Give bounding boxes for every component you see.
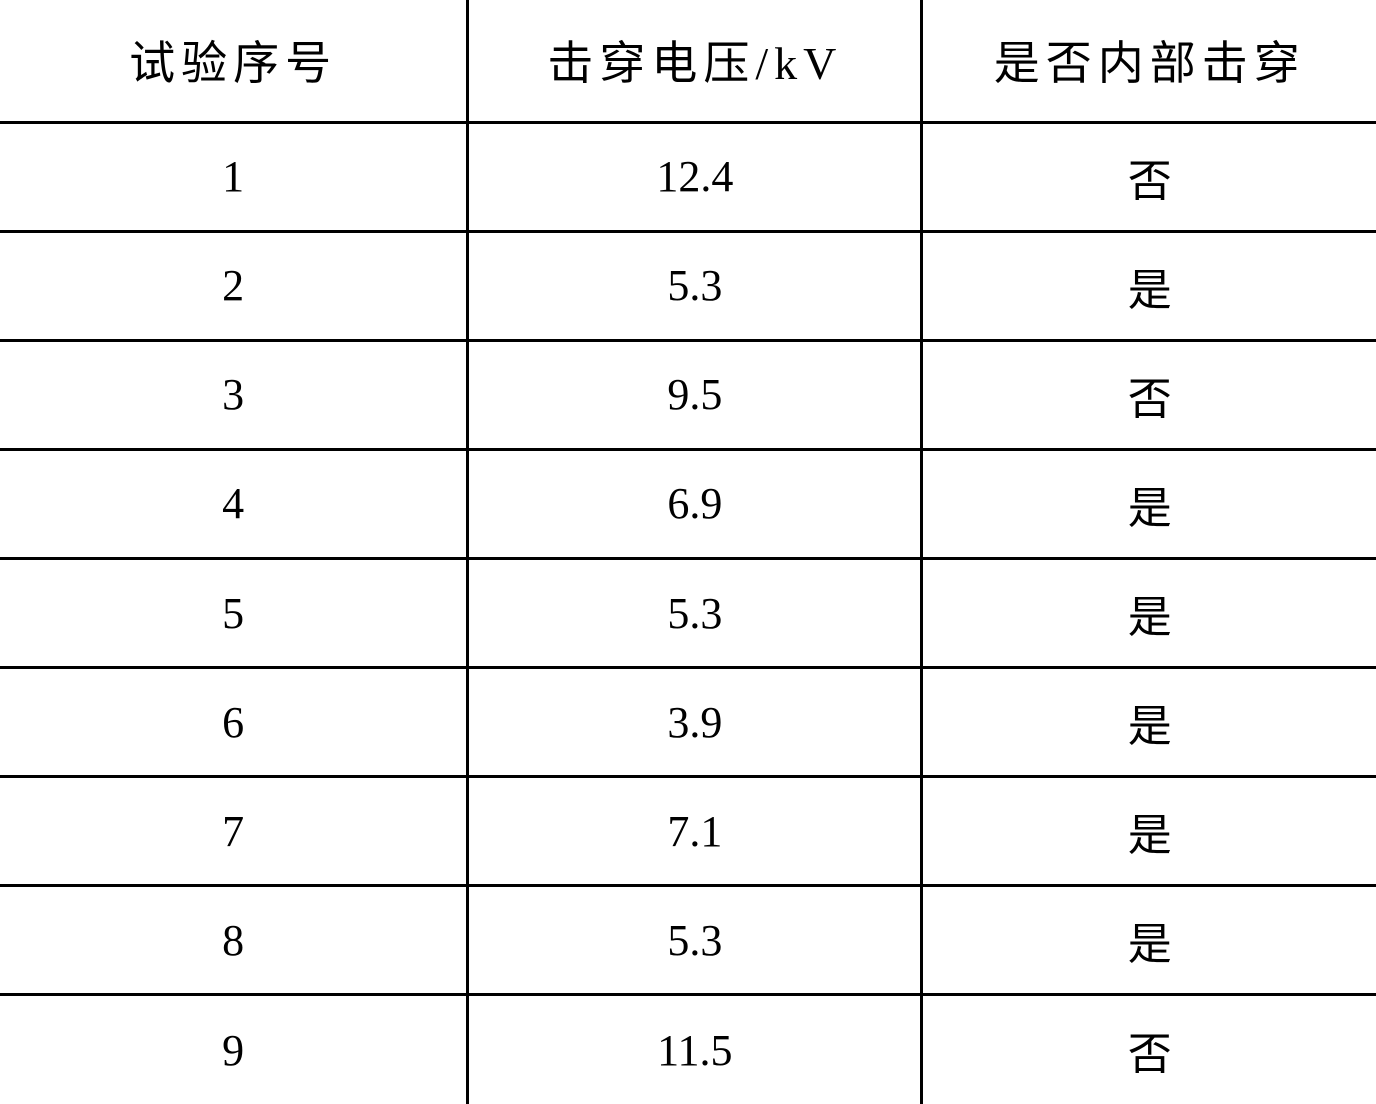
cell-internal-breakdown: 是: [922, 558, 1376, 667]
cell-internal-breakdown: 是: [922, 886, 1376, 995]
cell-breakdown-voltage: 5.3: [468, 558, 922, 667]
table-row: 2 5.3 是: [0, 231, 1376, 340]
cell-breakdown-voltage: 5.3: [468, 886, 922, 995]
table-row: 4 6.9 是: [0, 449, 1376, 558]
cell-internal-breakdown: 是: [922, 668, 1376, 777]
cell-test-number: 7: [0, 777, 468, 886]
breakdown-voltage-table: 试验序号 击穿电压/kV 是否内部击穿 1 12.4 否 2 5.3 是 3 9…: [0, 0, 1376, 1104]
column-header-breakdown-voltage: 击穿电压/kV: [468, 0, 922, 122]
cell-breakdown-voltage: 9.5: [468, 340, 922, 449]
cell-test-number: 8: [0, 886, 468, 995]
table-row: 1 12.4 否: [0, 122, 1376, 231]
cell-breakdown-voltage: 5.3: [468, 231, 922, 340]
cell-internal-breakdown: 是: [922, 231, 1376, 340]
table-row: 8 5.3 是: [0, 886, 1376, 995]
table-header-row: 试验序号 击穿电压/kV 是否内部击穿: [0, 0, 1376, 122]
cell-breakdown-voltage: 6.9: [468, 449, 922, 558]
cell-test-number: 3: [0, 340, 468, 449]
cell-breakdown-voltage: 12.4: [468, 122, 922, 231]
cell-test-number: 1: [0, 122, 468, 231]
table-row: 6 3.9 是: [0, 668, 1376, 777]
column-header-internal-breakdown: 是否内部击穿: [922, 0, 1376, 122]
table-row: 9 11.5 否: [0, 995, 1376, 1104]
cell-breakdown-voltage: 11.5: [468, 995, 922, 1104]
cell-test-number: 9: [0, 995, 468, 1104]
cell-internal-breakdown: 否: [922, 122, 1376, 231]
cell-test-number: 6: [0, 668, 468, 777]
cell-test-number: 4: [0, 449, 468, 558]
cell-internal-breakdown: 是: [922, 449, 1376, 558]
cell-internal-breakdown: 否: [922, 995, 1376, 1104]
cell-breakdown-voltage: 3.9: [468, 668, 922, 777]
table-row: 5 5.3 是: [0, 558, 1376, 667]
cell-internal-breakdown: 否: [922, 340, 1376, 449]
cell-breakdown-voltage: 7.1: [468, 777, 922, 886]
table-row: 7 7.1 是: [0, 777, 1376, 886]
cell-test-number: 5: [0, 558, 468, 667]
cell-internal-breakdown: 是: [922, 777, 1376, 886]
cell-test-number: 2: [0, 231, 468, 340]
table-row: 3 9.5 否: [0, 340, 1376, 449]
column-header-test-number: 试验序号: [0, 0, 468, 122]
